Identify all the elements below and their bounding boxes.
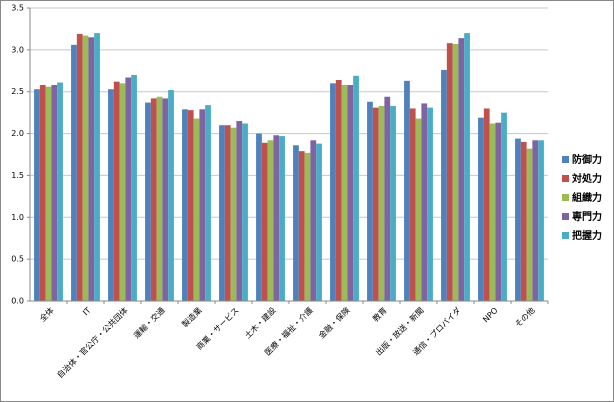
bar bbox=[515, 138, 521, 301]
bar bbox=[421, 103, 428, 301]
bar bbox=[538, 140, 544, 301]
bar bbox=[82, 35, 89, 302]
bar bbox=[162, 98, 169, 301]
legend-swatch bbox=[562, 232, 569, 239]
legend-swatch bbox=[562, 213, 569, 220]
bar bbox=[182, 109, 188, 302]
bar bbox=[330, 83, 336, 301]
bar bbox=[458, 38, 465, 301]
bar bbox=[45, 86, 52, 301]
bar bbox=[150, 98, 157, 301]
bar bbox=[236, 121, 243, 301]
bar bbox=[526, 148, 533, 301]
bar bbox=[293, 145, 299, 301]
bar bbox=[224, 125, 231, 301]
bar bbox=[446, 43, 453, 301]
bar bbox=[404, 80, 410, 302]
bar bbox=[57, 82, 63, 302]
bar bbox=[230, 127, 237, 301]
bar bbox=[378, 105, 385, 302]
legend-swatch bbox=[562, 175, 569, 182]
bar bbox=[409, 108, 416, 301]
bar bbox=[464, 33, 470, 301]
bar bbox=[193, 118, 200, 301]
bar bbox=[76, 33, 83, 302]
bar bbox=[125, 77, 132, 302]
bar bbox=[427, 107, 433, 302]
bar bbox=[273, 135, 280, 301]
bar bbox=[199, 109, 206, 302]
bar bbox=[88, 37, 95, 302]
bar bbox=[372, 107, 379, 302]
legend-label: 専門力 bbox=[572, 210, 602, 223]
bar bbox=[156, 96, 163, 301]
bar bbox=[341, 85, 348, 301]
bar bbox=[131, 74, 137, 301]
bar bbox=[495, 122, 502, 301]
legend-label: 防御力 bbox=[572, 153, 602, 166]
bar bbox=[347, 85, 354, 301]
bar bbox=[384, 96, 391, 301]
bar bbox=[108, 89, 114, 302]
bar bbox=[367, 101, 373, 301]
bar bbox=[304, 152, 311, 301]
bar bbox=[256, 133, 262, 301]
bar bbox=[119, 83, 126, 301]
bar bbox=[316, 143, 322, 301]
bar bbox=[520, 141, 527, 301]
bar bbox=[34, 89, 40, 302]
legend-swatch bbox=[562, 156, 569, 163]
bar bbox=[501, 112, 507, 302]
bar bbox=[279, 136, 285, 301]
bar bbox=[261, 142, 268, 301]
y-tick-label: 3.0 bbox=[11, 45, 24, 54]
bar bbox=[94, 33, 100, 301]
bar bbox=[71, 44, 77, 301]
bar bbox=[113, 81, 120, 301]
bar bbox=[483, 108, 490, 301]
bar bbox=[205, 105, 211, 301]
bar bbox=[168, 90, 174, 301]
y-tick-label: 1.0 bbox=[11, 213, 24, 222]
y-tick-label: 1.5 bbox=[11, 171, 24, 180]
y-tick-label: 0.5 bbox=[11, 255, 24, 264]
y-tick-label: 2.0 bbox=[11, 129, 24, 138]
bar bbox=[478, 117, 484, 301]
bar bbox=[219, 125, 225, 301]
bar bbox=[390, 105, 396, 302]
bar bbox=[187, 110, 194, 301]
y-tick-label: 0.0 bbox=[11, 297, 24, 306]
legend-label: 把握力 bbox=[572, 229, 602, 242]
y-tick-label: 3.5 bbox=[11, 4, 24, 13]
legend-label: 対処力 bbox=[571, 172, 602, 185]
bar bbox=[267, 140, 274, 301]
bar bbox=[532, 140, 539, 301]
legend-label: 組織力 bbox=[572, 191, 602, 204]
bar bbox=[298, 151, 305, 301]
bar bbox=[145, 102, 151, 302]
bar bbox=[353, 75, 359, 302]
bar bbox=[452, 43, 459, 302]
bar bbox=[415, 118, 422, 301]
bar bbox=[51, 85, 58, 301]
bar bbox=[441, 69, 447, 301]
x-tick-label: IT bbox=[81, 306, 93, 318]
bar bbox=[39, 85, 46, 301]
bar bbox=[242, 123, 248, 301]
y-tick-label: 2.5 bbox=[11, 87, 24, 96]
bar bbox=[335, 79, 342, 301]
bar bbox=[489, 123, 496, 301]
legend-swatch bbox=[562, 194, 569, 201]
bar bbox=[310, 140, 317, 301]
